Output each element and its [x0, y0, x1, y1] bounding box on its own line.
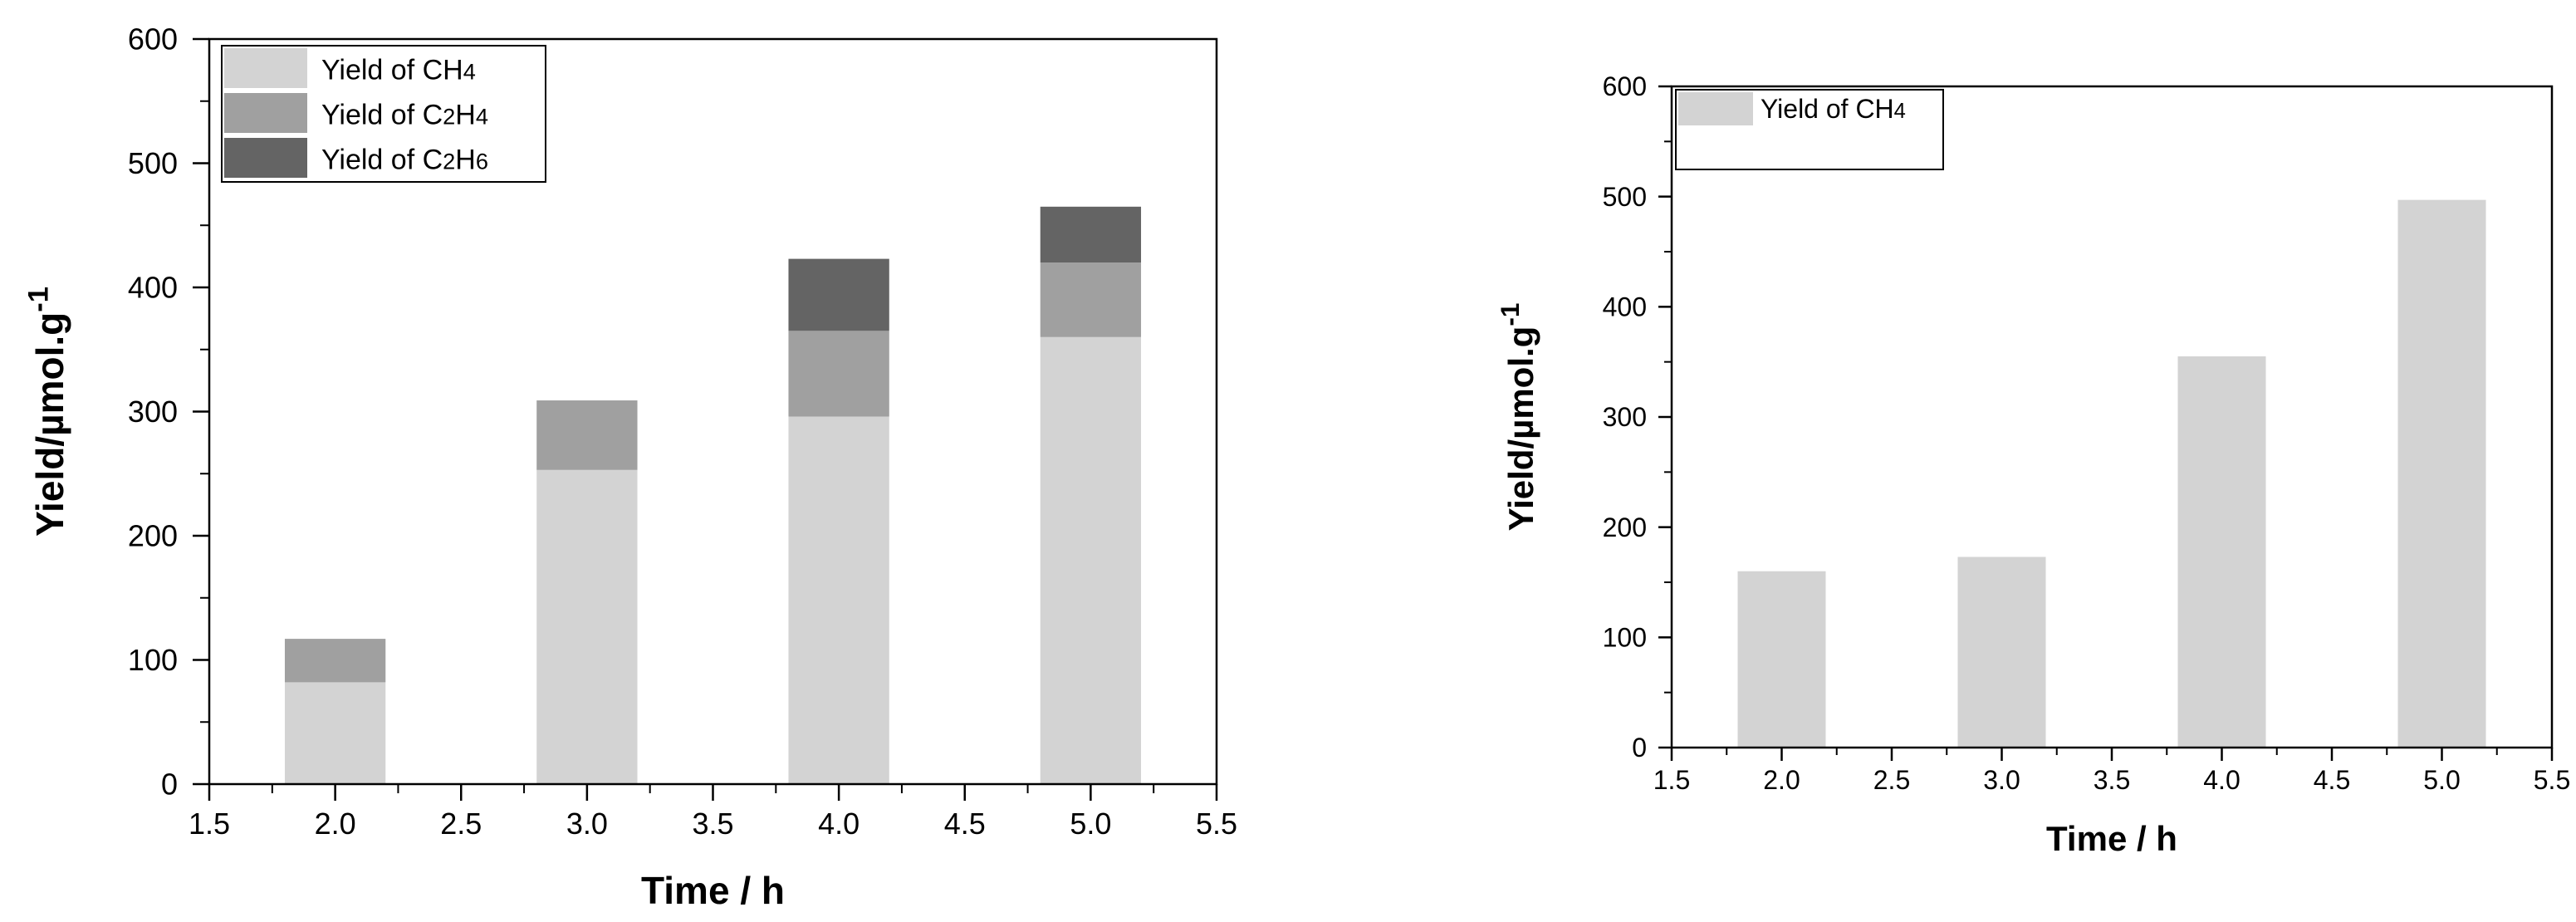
- legend-label-text: H: [455, 99, 476, 130]
- legend: Yield of CH4: [1675, 89, 1944, 170]
- bar-yield-of-c2h6-5.0: [1040, 206, 1142, 263]
- x-tick-label: 5.0: [1070, 807, 1111, 841]
- y-tick-label: 200: [1603, 512, 1647, 542]
- bar-yield-of-ch4-5.0: [2397, 199, 2486, 748]
- chart-2: 1.5 2.0 2.5 3.0 3.5 4.0 4.5 5.0 5.5 0 100 200 300 400…: [1495, 71, 2570, 858]
- y-tick-label: 100: [128, 643, 178, 677]
- bar-yield-of-c2h4-5.0: [1040, 262, 1142, 337]
- x-axis-title: Time / h: [641, 869, 785, 912]
- bar-yield-of-ch4-3.0: [536, 469, 638, 784]
- x-tick-label: 3.5: [2094, 765, 2130, 795]
- legend-label-text: Yield of CH: [1761, 94, 1894, 124]
- legend-swatch: [224, 48, 307, 88]
- x-tick-label: 1.5: [1653, 765, 1690, 795]
- y-tick-label: 600: [1603, 71, 1647, 101]
- bar-yield-of-ch4-2.0: [284, 682, 386, 784]
- legend-swatch: [1678, 92, 1753, 125]
- x-tick-label: 3.5: [692, 807, 733, 841]
- y-tick-label: 600: [128, 22, 178, 56]
- x-axis: 1.5 2.0 2.5 3.0 3.5 4.0 4.5 5.0 5.5: [1653, 748, 2570, 795]
- y-tick-label: 400: [1603, 292, 1647, 322]
- x-tick-label: 4.5: [2314, 765, 2350, 795]
- bar-yield-of-c2h4-3.0: [536, 400, 638, 470]
- y-axis-title-main: Yield/µmol.g: [1501, 326, 1540, 532]
- legend-swatch: [224, 93, 307, 133]
- legend-label: Yield of CH4: [1761, 94, 1906, 124]
- bar-yield-of-ch4-2.0: [1737, 571, 1826, 748]
- y-axis-title-main: Yield/µmol.g: [28, 312, 71, 537]
- y-tick-label: 200: [128, 519, 178, 553]
- y-tick-label: 400: [128, 271, 178, 305]
- x-tick-label: 2.5: [1873, 765, 1910, 795]
- bar-yield-of-c2h6-4.0: [788, 258, 889, 331]
- y-tick-label: 0: [161, 768, 178, 802]
- x-tick-label: 5.5: [1196, 807, 1237, 841]
- legend-label-subscript: 4: [476, 103, 488, 129]
- x-tick-label: 4.0: [2203, 765, 2240, 795]
- legend-label-subscript: 2: [443, 103, 455, 129]
- x-tick-label: 4.5: [944, 807, 986, 841]
- y-axis: 0 100 200 300 400 500 600: [1603, 71, 1672, 763]
- bar-yield-of-ch4-3.0: [1957, 557, 2046, 748]
- x-tick-label: 3.0: [1983, 765, 2020, 795]
- legend-label-text: H: [455, 144, 476, 175]
- legend-label-text: Yield of C: [321, 99, 443, 130]
- y-axis-title: Yield/µmol.g-1: [1495, 303, 1540, 532]
- legend-label: Yield of C2H4: [321, 99, 488, 130]
- legend-label: Yield of CH4: [321, 54, 476, 86]
- y-tick-label: 500: [128, 146, 178, 180]
- y-axis: 0 100 200 300 400 500 600: [128, 22, 209, 802]
- bar-yield-of-c2h4-4.0: [788, 331, 889, 417]
- legend-label-subscript: 2: [443, 148, 455, 174]
- bar-yield-of-ch4-5.0: [1040, 336, 1142, 784]
- y-axis-title-superscript: -1: [1495, 303, 1525, 326]
- x-tick-label: 2.0: [1763, 765, 1800, 795]
- x-axis: 1.5 2.0 2.5 3.0 3.5 4.0 4.5 5.0 5.5: [189, 784, 1237, 841]
- y-tick-label: 100: [1603, 623, 1647, 653]
- y-tick-label: 0: [1632, 733, 1647, 763]
- bars: [284, 206, 1142, 784]
- legend-label-subscript: 6: [476, 148, 488, 174]
- legend-label: Yield of C2H6: [321, 144, 488, 175]
- y-axis-title: Yield/µmol.g-1: [23, 287, 71, 537]
- x-tick-label: 5.0: [2423, 765, 2460, 795]
- chart-1: 1.5 2.0 2.5 3.0 3.5 4.0 4.5 5.0 5.5 0 100 200 300 400…: [23, 22, 1237, 912]
- bars: [1737, 199, 2486, 748]
- x-tick-label: 2.5: [440, 807, 482, 841]
- legend-label-text: Yield of C: [321, 144, 443, 175]
- bar-yield-of-c2h4-2.0: [284, 639, 386, 683]
- legend-swatch: [224, 138, 307, 178]
- y-tick-label: 300: [1603, 402, 1647, 432]
- x-tick-label: 2.0: [315, 807, 356, 841]
- x-axis-title: Time / h: [2046, 819, 2177, 858]
- y-axis-title-superscript: -1: [23, 287, 55, 312]
- bar-yield-of-ch4-4.0: [2177, 356, 2266, 748]
- x-tick-label: 3.0: [566, 807, 608, 841]
- legend-label-subscript: 4: [463, 58, 476, 84]
- x-tick-label: 1.5: [189, 807, 230, 841]
- bar-yield-of-ch4-4.0: [788, 416, 889, 784]
- x-tick-label: 5.5: [2534, 765, 2570, 795]
- legend-label-subscript: 4: [1894, 100, 1906, 123]
- y-tick-label: 500: [1603, 182, 1647, 212]
- y-tick-label: 300: [128, 395, 178, 429]
- legend-label-text: Yield of CH: [321, 54, 463, 86]
- x-tick-label: 4.0: [818, 807, 859, 841]
